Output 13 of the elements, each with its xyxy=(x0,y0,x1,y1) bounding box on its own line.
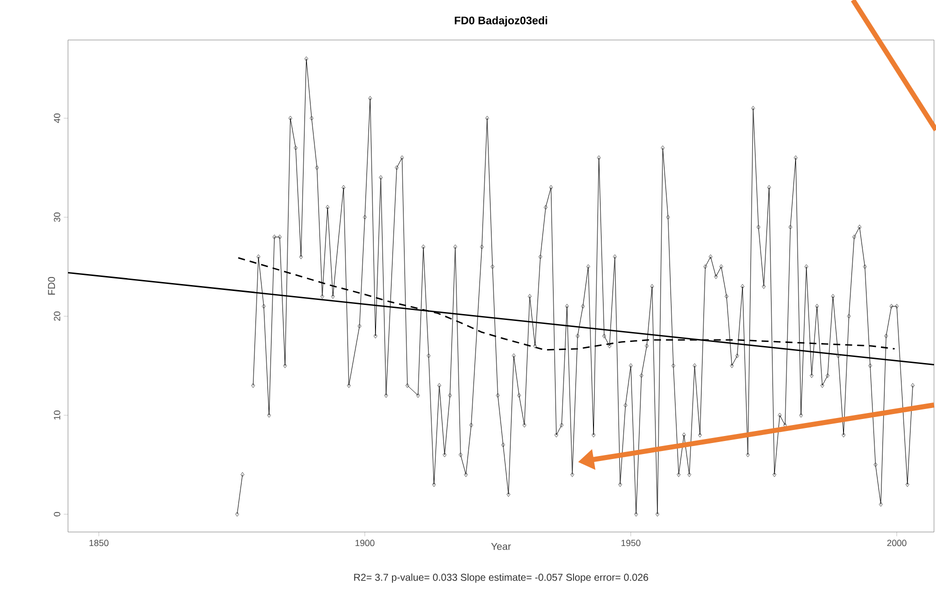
y-tick-label: 30 xyxy=(54,212,60,222)
x-tick-label: 1850 xyxy=(90,540,108,546)
y-axis-title: FD0 xyxy=(48,276,56,295)
text: R2= 3.7 p-value= 0.033 Slope estimate= -0.057 Slope error= 0.026 xyxy=(354,574,648,583)
y-tick-label: 10 xyxy=(54,410,60,420)
y-tick-label: 40 xyxy=(54,114,60,123)
x-tick-label: 1950 xyxy=(622,540,640,546)
x-tick-label: 2000 xyxy=(887,540,906,546)
x-tick-label: 1900 xyxy=(356,540,374,546)
y-tick-label: 0 xyxy=(54,512,60,516)
chart-title: FD0 Badajoz03edi xyxy=(454,16,548,26)
y-tick-label: 20 xyxy=(54,312,60,321)
x-axis-title: Year xyxy=(491,542,511,550)
